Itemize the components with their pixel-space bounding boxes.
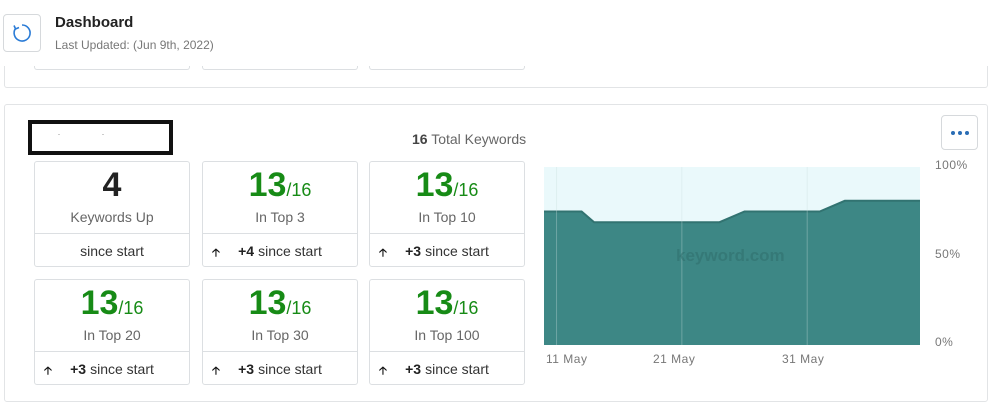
last-updated: Last Updated: (Jun 9th, 2022) — [55, 38, 214, 52]
refresh-button[interactable] — [3, 14, 41, 52]
chart-watermark: keyword.com — [676, 246, 785, 265]
arrow-up-icon: 🡡 — [212, 247, 220, 259]
total-keywords: 16 Total Keywords — [412, 131, 527, 147]
card-keywords-up: 4 Keywords Up since start — [34, 161, 190, 267]
previous-card-stub — [202, 66, 358, 70]
card-footer: 🡡 +4 since start — [203, 233, 357, 267]
card-footer: 🡡 +3 since start — [370, 233, 524, 267]
card-top-3: 13/16 In Top 3 🡡 +4 since start — [202, 161, 358, 267]
series-line — [544, 199, 920, 224]
card-value: 13 — [248, 284, 287, 322]
previous-card-stub — [34, 66, 190, 70]
more-options-button[interactable] — [941, 115, 978, 150]
group-name-redacted — [28, 120, 173, 155]
card-top-30: 13/16 In Top 30 🡡 +3 since start — [202, 279, 358, 385]
card-label: In Top 100 — [414, 327, 480, 343]
arrow-up-icon: 🡡 — [379, 365, 387, 377]
y-tick-label: 50% — [935, 247, 961, 261]
arrow-up-icon: 🡡 — [212, 365, 220, 377]
more-dots-icon — [950, 130, 955, 135]
card-value: 4 — [102, 166, 122, 204]
page-title: Dashboard — [55, 14, 134, 31]
x-tick-label: 21 May — [653, 352, 696, 366]
x-tick-label: 11 May — [546, 352, 588, 366]
x-tick-label: 31 May — [782, 352, 825, 366]
card-footer: 🡡 +3 since start — [203, 351, 357, 385]
card-label: In Top 30 — [251, 327, 309, 343]
card-label: In Top 10 — [418, 209, 476, 225]
y-tick-label: 0% — [935, 335, 954, 349]
card-value: 13 — [80, 284, 119, 322]
arrow-up-icon: 🡡 — [379, 247, 387, 259]
y-tick-label: 100% — [935, 158, 968, 172]
previous-card-stub — [369, 66, 525, 70]
card-value: 13 — [415, 284, 454, 322]
card-label: In Top 3 — [255, 209, 305, 225]
arrow-up-icon: 🡡 — [44, 365, 52, 377]
previous-panel — [4, 66, 988, 88]
card-label: In Top 20 — [83, 327, 141, 343]
card-value: 13 — [415, 166, 454, 204]
card-footer: 🡡 +3 since start — [370, 351, 524, 385]
card-label: Keywords Up — [70, 209, 154, 225]
card-value: 13 — [248, 166, 287, 204]
card-top-10: 13/16 In Top 10 🡡 +3 since start — [369, 161, 525, 267]
refresh-icon — [13, 24, 31, 42]
card-top-100: 13/16 In Top 100 🡡 +3 since start — [369, 279, 525, 385]
card-footer: since start — [35, 233, 189, 267]
card-top-20: 13/16 In Top 20 🡡 +3 since start — [34, 279, 190, 385]
series-area — [544, 200, 920, 345]
ranking-area-chart — [544, 167, 920, 345]
card-footer: 🡡 +3 since start — [35, 351, 189, 385]
